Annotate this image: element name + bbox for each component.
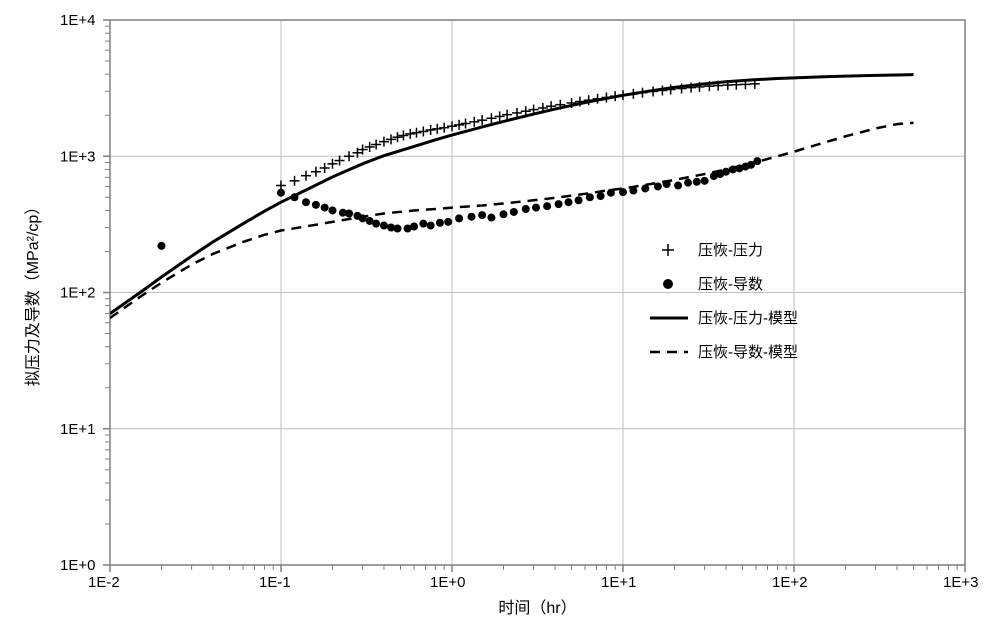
svg-text:1E-2: 1E-2 (88, 574, 120, 591)
svg-text:拟压力及导数（MPa²/cp）: 拟压力及导数（MPa²/cp） (24, 199, 42, 387)
svg-text:1E+3: 1E+3 (60, 148, 95, 165)
svg-text:1E+4: 1E+4 (60, 12, 95, 29)
svg-text:压恢-压力: 压恢-压力 (698, 242, 763, 259)
log-log-plot: 1E-2 1E-1 1E+0 1E+1 1E+2 1E+3 1E+0 1E+1 1E+2 1E+3… (0, 0, 1000, 638)
chart-container: 1E-2 1E-1 1E+0 1E+1 1E+2 1E+3 1E+0 1E+1 1E+2 1E+3… (0, 0, 1000, 638)
svg-text:时间（hr）: 时间（hr） (498, 599, 576, 617)
svg-text:1E+1: 1E+1 (601, 574, 636, 591)
svg-text:压恢-导数: 压恢-导数 (698, 276, 763, 293)
svg-text:1E+0: 1E+0 (60, 557, 95, 574)
svg-text:压恢-导数-模型: 压恢-导数-模型 (698, 344, 798, 361)
svg-text:1E+0: 1E+0 (430, 574, 465, 591)
svg-text:1E+1: 1E+1 (60, 421, 95, 438)
svg-text:1E-1: 1E-1 (259, 574, 291, 591)
svg-text:1E+3: 1E+3 (943, 574, 978, 591)
svg-text:1E+2: 1E+2 (772, 574, 807, 591)
svg-text:压恢-压力-模型: 压恢-压力-模型 (698, 310, 798, 327)
svg-text:1E+2: 1E+2 (60, 285, 95, 302)
